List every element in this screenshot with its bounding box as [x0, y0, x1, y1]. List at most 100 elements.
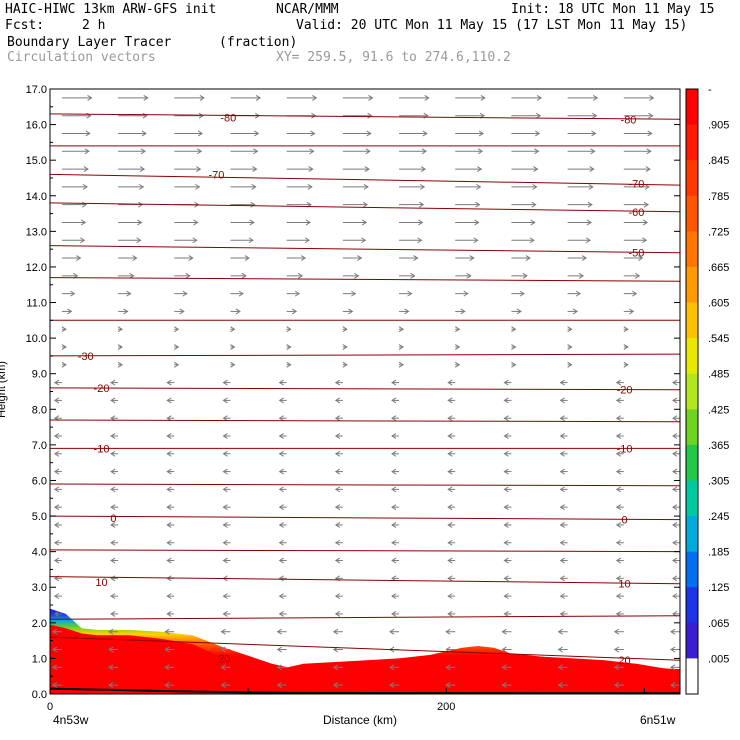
- wind-vector: [342, 344, 348, 350]
- y-tick-label: 5.0: [32, 511, 47, 523]
- wind-vector: [679, 344, 680, 350]
- wind-vector: [53, 468, 62, 475]
- wind-vector: [559, 397, 568, 404]
- y-tick-label: 13.0: [26, 226, 47, 238]
- wind-vector: [61, 219, 87, 226]
- wind-vector: [511, 148, 540, 155]
- wind-vector: [286, 290, 301, 297]
- wind-vector: [389, 664, 400, 671]
- wind-vector: [110, 397, 119, 404]
- wind-vector: [623, 290, 638, 297]
- wind-vector: [447, 450, 456, 457]
- wind-vector: [276, 682, 287, 689]
- wind-vector: [447, 539, 456, 546]
- wind-vector: [447, 575, 456, 582]
- colorbar-swatch: [686, 373, 698, 410]
- wind-vector: [220, 646, 231, 653]
- wind-vector: [447, 593, 456, 600]
- wind-vector: [447, 379, 456, 386]
- colorbar-swatch: [686, 195, 698, 232]
- y-tick-label: 8.0: [32, 404, 47, 416]
- wind-vector: [559, 433, 568, 439]
- wind-vector: [164, 664, 175, 671]
- wind-vector: [166, 379, 175, 386]
- temperature-contour: [50, 113, 680, 120]
- wind-vector: [342, 290, 357, 297]
- y-tick-label: 0.0: [32, 689, 47, 701]
- wind-vector: [567, 361, 573, 368]
- wind-vector: [118, 183, 145, 190]
- wind-vector: [61, 237, 86, 244]
- wind-vector: [220, 682, 231, 689]
- wind-vector: [567, 290, 582, 297]
- wind-vector: [511, 237, 535, 244]
- y-axis-title: Height (km): [0, 361, 8, 418]
- wind-vector: [623, 326, 629, 333]
- y-tick-label: 17.0: [26, 84, 47, 96]
- wind-vector: [53, 593, 62, 600]
- wind-vector: [110, 433, 119, 439]
- wind-vector: [166, 486, 175, 493]
- wind-vector: [222, 593, 231, 600]
- wind-vector: [278, 486, 287, 493]
- contour-label: -30: [78, 351, 94, 363]
- wind-vector: [118, 130, 147, 137]
- colorbar-swatch: [686, 89, 698, 126]
- wind-vector: [51, 646, 62, 653]
- wind-vector: [672, 486, 680, 493]
- wind-vector: [391, 593, 400, 600]
- colorbar-label: .485: [708, 369, 729, 381]
- wind-vector: [334, 379, 343, 386]
- temperature-contour: [50, 202, 680, 213]
- wind-vector: [559, 522, 568, 528]
- contour-label: -10: [94, 443, 110, 455]
- field-name: Boundary Layer Tracer: [7, 35, 172, 50]
- wind-vector: [61, 290, 76, 297]
- wind-vector: [623, 166, 651, 172]
- contour-label: 20: [618, 655, 630, 667]
- x-tick-label: 0: [47, 701, 53, 713]
- wind-vector: [174, 148, 203, 155]
- wind-vector: [53, 486, 62, 493]
- wind-vector: [222, 522, 231, 528]
- y-tick-label: 9.0: [32, 369, 47, 381]
- temperature-contour: [50, 515, 680, 521]
- wind-vector: [118, 219, 143, 226]
- wind-vector: [51, 664, 62, 671]
- wind-vector: [286, 237, 311, 244]
- wind-vector: [342, 166, 370, 172]
- wind-vector: [511, 112, 542, 119]
- wind-vector: [278, 468, 287, 475]
- wind-vector: [230, 272, 247, 279]
- colorbar-label: .005: [708, 653, 729, 665]
- wind-vector: [567, 130, 597, 137]
- wind-vector: [672, 450, 680, 457]
- x-axis-title: Distance (km): [323, 713, 398, 727]
- colorbar: - .905 .845 .785 .725 .665 .605 .545 .485 .425 .36…: [685, 84, 729, 695]
- wind-vector: [108, 682, 119, 689]
- wind-vector: [222, 415, 231, 422]
- wind-vector: [174, 112, 204, 119]
- wind-vector: [615, 468, 624, 475]
- temperature-contour: [50, 419, 680, 423]
- wind-vector: [286, 183, 313, 190]
- wind-vector: [615, 522, 624, 528]
- xy-range: XY= 259.5, 91.6 to 274.6,110.2: [276, 50, 511, 65]
- wind-vector: [117, 361, 124, 368]
- wind-vector: [61, 166, 89, 172]
- wind-vector: [286, 148, 315, 155]
- colorbar-swatch: [686, 444, 698, 481]
- wind-vector: [503, 504, 512, 511]
- wind-vector: [51, 628, 62, 635]
- wind-vector: [445, 646, 456, 653]
- contour-label: -80: [621, 114, 637, 126]
- wind-vector: [53, 504, 62, 511]
- wind-vector: [174, 326, 180, 333]
- wind-vector: [278, 611, 287, 617]
- wind-vector: [623, 94, 655, 101]
- wind-vector: [454, 361, 461, 368]
- wind-vector: [286, 94, 318, 101]
- wind-vector: [391, 522, 400, 528]
- wind-vector: [118, 112, 148, 119]
- wind-vector: [567, 94, 599, 101]
